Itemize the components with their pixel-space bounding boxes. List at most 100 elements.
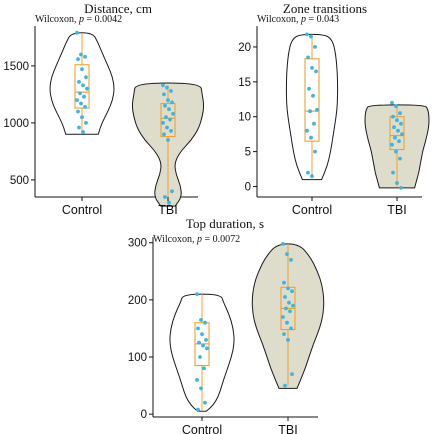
data-point bbox=[165, 85, 169, 90]
iqr-box bbox=[304, 58, 320, 142]
data-point bbox=[197, 340, 201, 345]
data-point bbox=[167, 107, 171, 112]
data-point bbox=[391, 170, 395, 175]
data-point bbox=[394, 104, 398, 109]
panel-distance: Distance, cm Wilcoxon, p = 0.0042 500 100… bbox=[3, 1, 205, 217]
data-point bbox=[203, 320, 207, 325]
iqr-box bbox=[74, 64, 90, 109]
x-tick-label: Control bbox=[182, 423, 222, 434]
data-point bbox=[398, 156, 402, 161]
panel-zone-transitions: Zone transitions Wilcoxon, p = 0.043 0 5 1… bbox=[238, 1, 430, 217]
data-point bbox=[169, 89, 173, 93]
series-control bbox=[169, 292, 235, 412]
y-tick-label: 20 bbox=[238, 42, 251, 54]
data-point bbox=[310, 174, 314, 179]
data-point bbox=[313, 149, 317, 154]
y-tick-label: 200 bbox=[128, 295, 147, 307]
data-point bbox=[290, 372, 294, 376]
data-point bbox=[195, 292, 199, 296]
data-point bbox=[80, 115, 84, 120]
data-point bbox=[305, 128, 309, 133]
data-point bbox=[286, 286, 290, 291]
data-point bbox=[171, 111, 175, 116]
data-point bbox=[282, 280, 286, 285]
plot-area bbox=[285, 32, 430, 190]
data-point bbox=[288, 309, 292, 314]
data-point bbox=[282, 332, 286, 336]
data-point bbox=[168, 117, 172, 122]
data-point bbox=[205, 346, 209, 351]
violin-shape bbox=[49, 32, 115, 135]
x-tick-label: TBI bbox=[387, 203, 406, 217]
data-point bbox=[166, 138, 170, 142]
data-point bbox=[310, 66, 314, 70]
x-tick-label: Control bbox=[292, 203, 332, 217]
data-point bbox=[81, 83, 85, 88]
data-point bbox=[170, 100, 174, 105]
data-point bbox=[75, 98, 79, 102]
data-point bbox=[203, 400, 207, 405]
data-point bbox=[83, 105, 87, 109]
data-point bbox=[400, 132, 404, 137]
violin-shape bbox=[251, 243, 325, 389]
data-point bbox=[309, 34, 313, 39]
data-point bbox=[75, 30, 79, 35]
data-point bbox=[81, 130, 85, 134]
data-point bbox=[83, 54, 87, 59]
data-point bbox=[394, 149, 398, 154]
data-point bbox=[78, 91, 82, 96]
data-point bbox=[166, 98, 170, 102]
data-point bbox=[200, 332, 204, 336]
panel-title: Distance, cm bbox=[84, 1, 152, 16]
data-point bbox=[204, 338, 208, 342]
y-tick-label: 0 bbox=[245, 182, 251, 194]
data-point bbox=[308, 109, 312, 114]
y-axis-ticks: 0 5 10 15 20 bbox=[238, 26, 422, 198]
data-point bbox=[286, 338, 290, 342]
data-point bbox=[309, 135, 313, 140]
iqr-box bbox=[389, 116, 405, 151]
data-point bbox=[287, 300, 291, 305]
data-point bbox=[85, 86, 89, 91]
data-point bbox=[313, 45, 317, 49]
data-point bbox=[161, 121, 165, 125]
data-point bbox=[311, 93, 315, 98]
stat-annotation: Wilcoxon, p = 0.0042 bbox=[35, 14, 122, 25]
data-point bbox=[306, 55, 310, 60]
data-point bbox=[84, 75, 88, 80]
plot-area bbox=[169, 242, 325, 412]
y-tick-label: 500 bbox=[10, 175, 29, 187]
data-point bbox=[305, 32, 309, 37]
data-point bbox=[290, 289, 294, 294]
data-point bbox=[77, 125, 81, 130]
y-tick-label: 5 bbox=[245, 147, 251, 159]
data-point bbox=[284, 306, 288, 311]
series-control bbox=[285, 32, 339, 181]
data-point bbox=[84, 121, 88, 125]
data-point bbox=[76, 57, 80, 61]
iqr-box bbox=[160, 102, 176, 138]
data-point bbox=[161, 83, 165, 88]
data-point bbox=[167, 200, 171, 205]
data-point bbox=[76, 109, 80, 114]
plot-area bbox=[49, 30, 205, 207]
data-point bbox=[291, 303, 295, 308]
data-point bbox=[162, 92, 166, 97]
data-point bbox=[393, 135, 397, 140]
y-tick-label: 15 bbox=[238, 77, 251, 89]
data-point bbox=[80, 67, 84, 72]
data-point bbox=[198, 355, 202, 359]
data-point bbox=[165, 125, 169, 130]
data-point bbox=[307, 86, 311, 91]
data-point bbox=[399, 186, 403, 190]
x-axis-categories: Control TBI bbox=[182, 417, 298, 434]
x-axis-categories: Control TBI bbox=[62, 197, 178, 217]
y-tick-label: 1000 bbox=[3, 118, 29, 130]
data-point bbox=[281, 242, 285, 246]
data-point bbox=[285, 252, 289, 256]
data-point bbox=[281, 315, 285, 319]
data-point bbox=[391, 114, 395, 119]
y-tick-label: 1500 bbox=[3, 61, 29, 73]
x-tick-label: Control bbox=[62, 203, 102, 217]
